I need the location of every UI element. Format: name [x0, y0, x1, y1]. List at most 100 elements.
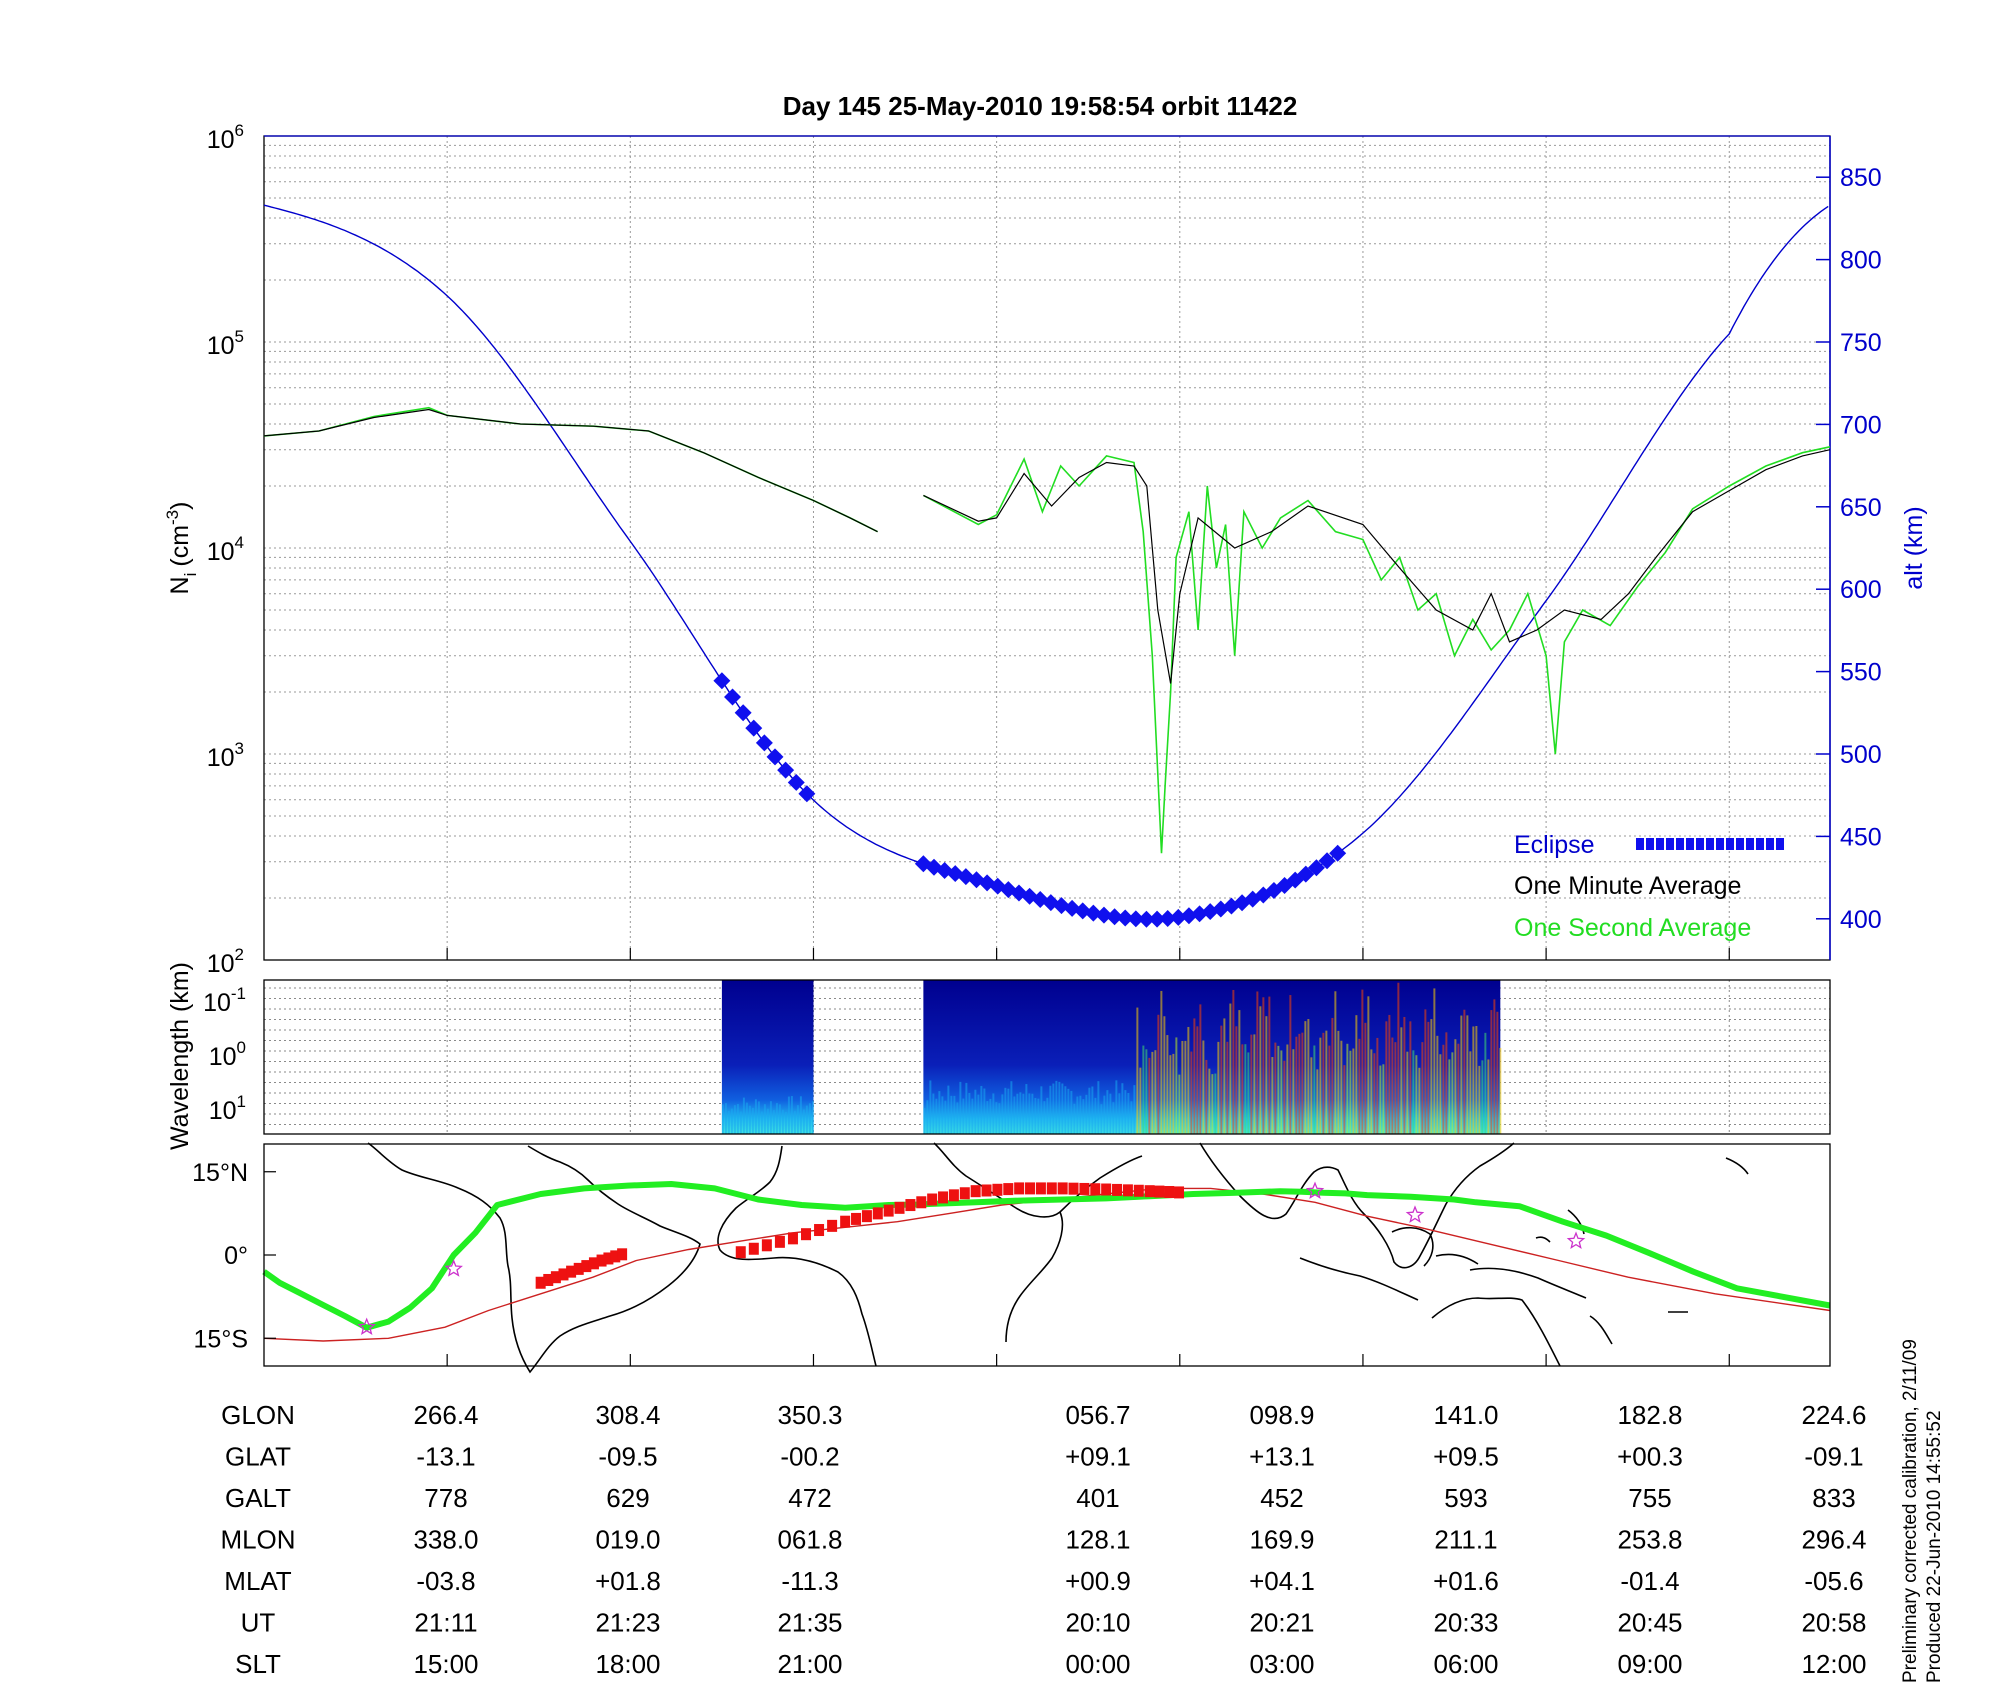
- spectrogram-streak: [1079, 1095, 1082, 1134]
- sub-solar-star-marker: [1405, 1205, 1425, 1223]
- tick-exponent: 6: [235, 121, 244, 140]
- table-cell: +01.6: [1433, 1566, 1499, 1596]
- eclipse-marker: [1307, 859, 1325, 877]
- spectrogram-streak: [1298, 1033, 1301, 1134]
- tick-exponent: 4: [235, 533, 244, 552]
- spectrogram-streak: [956, 1102, 959, 1134]
- spectrogram-streak: [1319, 1037, 1322, 1134]
- spectrogram-streak: [1370, 1049, 1373, 1134]
- spectrogram-streak: [1220, 1025, 1223, 1134]
- eclipse-marker: [1318, 852, 1336, 870]
- spectrogram-streak: [1448, 1059, 1451, 1134]
- map-eclipse-marker: [787, 1232, 798, 1245]
- density-y-label-symbol: N: [166, 576, 194, 594]
- table-cell: 00:00: [1065, 1649, 1130, 1679]
- table-cell: +00.3: [1617, 1442, 1683, 1472]
- spectrogram-streak: [1121, 1083, 1124, 1134]
- spectrogram-streak: [932, 1093, 935, 1134]
- spectrogram-streak: [1328, 1045, 1331, 1134]
- spectrogram-streak: [1331, 1017, 1334, 1134]
- spectrogram-streak: [1484, 1032, 1487, 1134]
- spectrogram-streak: [1409, 1021, 1412, 1134]
- spectrogram-streak: [974, 1089, 977, 1134]
- eclipse-marker: [1329, 844, 1347, 862]
- spectrogram-streak: [1223, 1018, 1226, 1134]
- map-eclipse-marker: [588, 1257, 599, 1270]
- spectrogram-streak: [805, 1105, 808, 1134]
- table-cell: 224.6: [1801, 1400, 1866, 1430]
- table-cell: 350.3: [777, 1400, 842, 1430]
- altitude-tick-label: 500: [1840, 741, 1882, 769]
- density-series: [263, 204, 1831, 928]
- spectrogram-streak: [1469, 1051, 1472, 1134]
- spectrogram-streak: [1115, 1080, 1118, 1134]
- map-eclipse-marker: [883, 1204, 894, 1217]
- map-eclipse-marker: [981, 1184, 992, 1197]
- legend-eclipse-marker: [1636, 838, 1784, 850]
- spectrogram-streak: [736, 1104, 739, 1134]
- spectrogram-streak: [1073, 1103, 1076, 1134]
- map-eclipse-marker: [610, 1250, 621, 1263]
- spectrogram-streak: [1418, 1067, 1421, 1134]
- density-y-label-subscript: i: [181, 573, 200, 577]
- altitude-tick-label: 450: [1840, 823, 1882, 851]
- spectrogram-streak: [1055, 1080, 1058, 1134]
- map-eclipse-marker: [1057, 1182, 1068, 1195]
- spectrogram-streak: [1496, 1011, 1499, 1134]
- map-eclipse-marker: [1133, 1184, 1144, 1197]
- spectrogram-streak: [1301, 1032, 1304, 1134]
- spectrogram-streak: [1358, 1038, 1361, 1134]
- table-cell: 20:33: [1433, 1608, 1498, 1638]
- spectrogram-streak: [1406, 1051, 1409, 1134]
- table-cell: 755: [1628, 1483, 1671, 1513]
- legend-eclipse-square: [1656, 838, 1664, 850]
- spectrogram-streak: [1112, 1102, 1115, 1134]
- tick-base: 10: [207, 744, 235, 772]
- spectrogram-streak: [778, 1104, 781, 1134]
- density-y-tick-label: 103: [207, 739, 244, 772]
- tick-exponent: 5: [235, 327, 244, 346]
- map-eclipse-marker: [861, 1210, 872, 1223]
- spectrogram-streak: [1490, 1010, 1493, 1134]
- spectrogram-streak: [1334, 991, 1337, 1134]
- density-vertical-grid: [446, 136, 1730, 960]
- spectrogram-streak: [980, 1085, 983, 1134]
- table-cell: +04.1: [1249, 1566, 1315, 1596]
- legend-eclipse-square: [1696, 838, 1704, 850]
- table-row-label: MLAT: [224, 1566, 292, 1596]
- spectrogram-axes-box: [263, 979, 1831, 1135]
- ephemeris-table: GLON 266.4 308.4 350.3 056.7 098.9 141.0 182.8 2…: [220, 1400, 1866, 1679]
- spectrogram-streak: [1427, 1021, 1430, 1134]
- spectrogram-streak: [1028, 1093, 1031, 1134]
- spectrogram-streak: [811, 1101, 814, 1134]
- table-cell: -11.3: [781, 1566, 838, 1596]
- map-eclipse-marker: [827, 1219, 838, 1232]
- spectrogram-streak: [1250, 1034, 1253, 1134]
- tick-exponent: 3: [235, 739, 244, 758]
- table-cell: -01.4: [1620, 1566, 1679, 1596]
- spectrogram-streak: [1367, 996, 1370, 1134]
- map-vertical-grid: [446, 1354, 1730, 1366]
- legend-eclipse-square: [1776, 838, 1784, 850]
- legend-eclipse-square: [1686, 838, 1694, 850]
- spectrogram-streak: [1445, 1032, 1448, 1134]
- spectrogram-streak: [775, 1103, 778, 1134]
- map-eclipse-marker: [905, 1199, 916, 1212]
- table-cell: 128.1: [1065, 1525, 1130, 1555]
- table-row-label: UT: [241, 1608, 276, 1638]
- spectrogram-streak: [757, 1101, 760, 1134]
- altitude-tick-label: 750: [1840, 329, 1882, 357]
- table-cell: -09.1: [1804, 1442, 1863, 1472]
- table-cell: 019.0: [595, 1525, 660, 1555]
- table-cell: 20:45: [1617, 1608, 1682, 1638]
- spectrogram-streak: [1403, 1016, 1406, 1134]
- spectrogram-streak: [1175, 1037, 1178, 1134]
- spectrogram-streak: [1193, 1018, 1196, 1134]
- spectrogram-streak: [1238, 1010, 1241, 1134]
- table-cell: 472: [788, 1483, 831, 1513]
- map-y-tick-label: 15°N: [192, 1159, 248, 1187]
- spectrogram-streak: [1019, 1092, 1022, 1134]
- spectrogram-streak: [790, 1096, 793, 1134]
- legend-eclipse-square: [1716, 838, 1724, 850]
- spectrogram-streak: [1004, 1087, 1007, 1134]
